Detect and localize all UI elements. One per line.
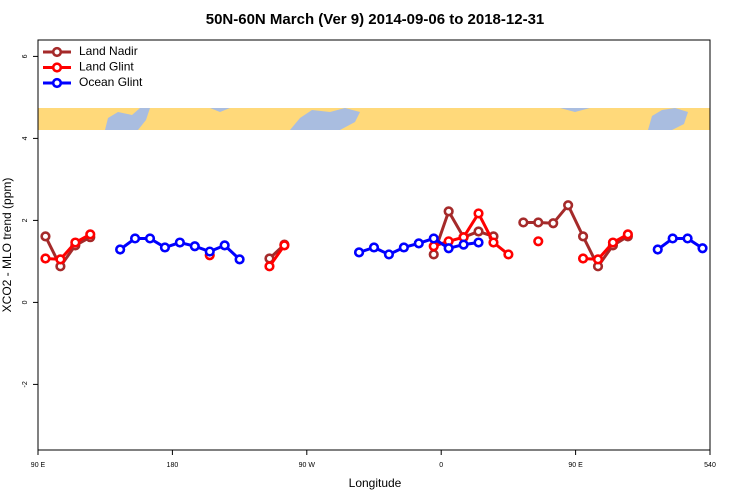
data-point — [473, 237, 484, 248]
data-point — [473, 226, 484, 237]
plot-frame — [37, 39, 711, 451]
data-point — [652, 244, 663, 255]
data-point — [428, 241, 439, 252]
data-point — [503, 249, 514, 260]
y-axis-label: XCO2 - MLO trend (ppm) — [0, 178, 14, 313]
data-point — [144, 233, 156, 244]
data-point — [174, 237, 185, 248]
data-point — [592, 254, 604, 265]
data-point — [129, 233, 141, 244]
legend-marker — [51, 46, 63, 58]
data-point — [458, 239, 469, 250]
y-tick-label: 2 — [22, 218, 29, 222]
data-point — [682, 233, 693, 244]
data-point — [189, 241, 200, 252]
series-line — [45, 210, 629, 268]
data-point — [40, 231, 51, 242]
data-point — [697, 243, 708, 254]
data-point — [563, 200, 574, 211]
data-point — [159, 242, 171, 253]
legend-label: Ocean Glint — [79, 75, 143, 89]
data-point — [70, 237, 81, 248]
data-point — [533, 236, 544, 247]
x-tick-label: 90 E — [568, 462, 583, 469]
data-point — [443, 206, 454, 217]
y-tick-label: 6 — [22, 54, 29, 58]
data-point — [518, 217, 529, 228]
data-point — [413, 238, 424, 249]
data-point — [368, 242, 380, 253]
data-point — [488, 237, 499, 248]
x-tick-label: 90 W — [299, 462, 316, 469]
series-line — [44, 202, 629, 270]
legend-label: Land Glint — [79, 60, 134, 74]
legend-marker — [51, 77, 63, 89]
data-point — [234, 254, 245, 265]
data-point — [115, 244, 126, 255]
data-point — [577, 231, 589, 242]
map-strip — [38, 108, 710, 130]
data-point — [667, 233, 678, 244]
x-tick-label: 180 — [167, 462, 179, 469]
data-point — [428, 249, 439, 260]
data-point — [85, 229, 96, 240]
x-tick-label: 0 — [439, 462, 443, 469]
data-point — [55, 254, 66, 265]
data-point — [622, 229, 633, 240]
x-tick-label: 540 — [704, 462, 716, 469]
data-point — [398, 242, 409, 253]
x-axis-label: Longitude — [349, 476, 402, 490]
data-point — [577, 253, 589, 264]
data-point — [533, 217, 544, 228]
data-point — [428, 233, 439, 244]
y-tick-label: 0 — [22, 300, 29, 304]
data-point — [279, 240, 290, 251]
data-point — [383, 249, 395, 260]
y-tick-label: 4 — [22, 136, 29, 140]
y-tick-label: -2 — [22, 381, 29, 387]
legend-label: Land Nadir — [79, 44, 138, 58]
data-point — [264, 261, 275, 272]
legend-marker — [51, 62, 63, 73]
data-point — [204, 246, 215, 257]
data-point — [607, 237, 619, 248]
data-point — [219, 240, 230, 251]
data-point — [443, 243, 454, 254]
x-tick-label: 90 E — [31, 462, 46, 469]
data-point — [353, 247, 365, 258]
data-point — [548, 218, 559, 229]
data-point — [40, 253, 51, 264]
data-point — [473, 208, 484, 219]
chart-title: 50N-60N March (Ver 9) 2014-09-06 to 2018… — [206, 11, 545, 28]
